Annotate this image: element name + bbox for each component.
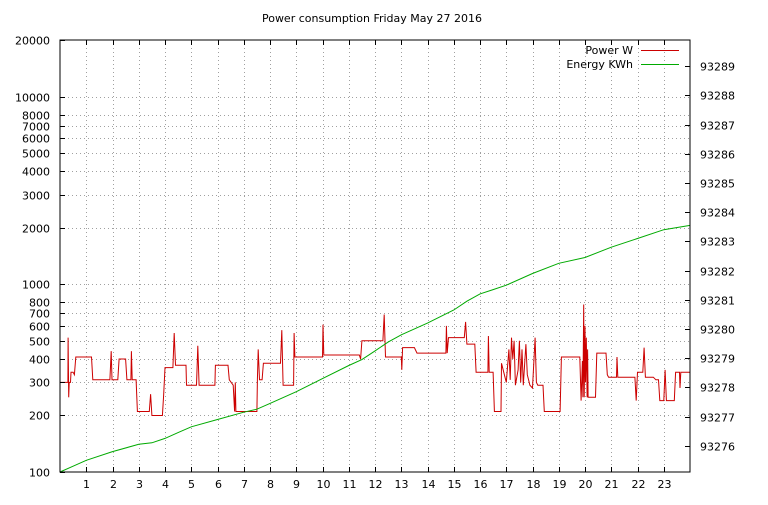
y2-tick-label: 93279 xyxy=(700,353,735,366)
y-tick-label: 100 xyxy=(29,467,50,480)
tick-labels: 1 2 3 4 5 6 7 8 9 10 11 12 13 14 15 16 17 18 19 20 21 22 23100… xyxy=(15,35,735,492)
grid-lines xyxy=(60,40,690,472)
legend-label-power-w: Power W xyxy=(585,44,633,57)
x-tick-label: 12 xyxy=(369,478,383,491)
x-tick-label: 15 xyxy=(448,478,462,491)
x-tick-label: 14 xyxy=(422,478,436,491)
power-w-series-line xyxy=(60,304,690,416)
x-tick-label: 1 xyxy=(83,478,90,491)
x-tick-label: 6 xyxy=(215,478,222,491)
x-tick-label: 21 xyxy=(605,478,619,491)
y-tick-label: 500 xyxy=(29,336,50,349)
y-tick-label: 300 xyxy=(29,377,50,390)
x-tick-label: 18 xyxy=(527,478,541,491)
x-tick-label: 20 xyxy=(579,478,593,491)
y2-tick-label: 93288 xyxy=(700,90,735,103)
y-tick-label: 4000 xyxy=(22,166,50,179)
y2-tick-label: 93281 xyxy=(700,295,735,308)
x-tick-label: 16 xyxy=(474,478,488,491)
y-tick-label: 5000 xyxy=(22,148,50,161)
y2-tick-label: 93280 xyxy=(700,324,735,337)
x-tick-label: 17 xyxy=(500,478,514,491)
y-tick-label: 2000 xyxy=(22,223,50,236)
y-tick-label: 6000 xyxy=(22,133,50,146)
y-tick-label: 800 xyxy=(29,297,50,310)
y-tick-label: 20000 xyxy=(15,35,50,48)
x-tick-label: 5 xyxy=(188,478,195,491)
y-tick-label: 700 xyxy=(29,308,50,321)
x-tick-label: 9 xyxy=(293,478,300,491)
y-tick-label: 600 xyxy=(29,321,50,334)
x-tick-label: 19 xyxy=(553,478,567,491)
y-tick-label: 400 xyxy=(29,354,50,367)
y-tick-label: 200 xyxy=(29,410,50,423)
series-layer xyxy=(59,224,691,473)
y2-tick-label: 93286 xyxy=(700,149,735,162)
y-tick-label: 7000 xyxy=(22,121,50,134)
x-tick-label: 23 xyxy=(658,478,672,491)
y-tick-label: 3000 xyxy=(22,190,50,203)
y2-tick-label: 93285 xyxy=(700,178,735,191)
y2-tick-label: 93284 xyxy=(700,207,735,220)
x-tick-label: 10 xyxy=(317,478,331,491)
y2-tick-label: 93276 xyxy=(700,441,735,454)
x-tick-label: 7 xyxy=(241,478,248,491)
tick-marks xyxy=(60,40,690,473)
x-tick-label: 13 xyxy=(395,478,409,491)
x-tick-label: 4 xyxy=(162,478,169,491)
y2-tick-label: 93282 xyxy=(700,266,735,279)
y2-tick-label: 93278 xyxy=(700,382,735,395)
y-tick-label: 10000 xyxy=(15,92,50,105)
y2-tick-label: 93287 xyxy=(700,120,735,133)
energy-kwh-series-line xyxy=(59,224,691,473)
x-tick-label: 3 xyxy=(136,478,143,491)
x-tick-label: 22 xyxy=(632,478,646,491)
y2-tick-label: 93277 xyxy=(700,412,735,425)
x-tick-label: 11 xyxy=(343,478,357,491)
y-tick-label: 1000 xyxy=(22,279,50,292)
y2-tick-label: 93283 xyxy=(700,236,735,249)
chart-title: Power consumption Friday May 27 2016 xyxy=(262,12,482,25)
x-tick-label: 2 xyxy=(110,478,117,491)
y2-tick-label: 93289 xyxy=(700,61,735,74)
x-tick-label: 8 xyxy=(267,478,274,491)
legend-label-energy-kwh: Energy KWh xyxy=(566,58,633,71)
y-tick-label: 8000 xyxy=(22,110,50,123)
